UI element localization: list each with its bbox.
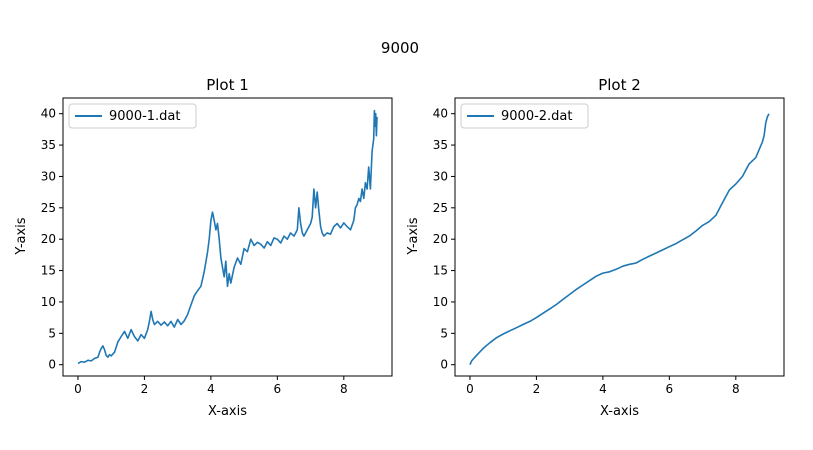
subplot-1-legend-label: 9000-1.dat bbox=[109, 109, 181, 124]
subplot-1-y-tick-label: 40 bbox=[41, 107, 56, 121]
subplot-1-x-tick-label: 2 bbox=[141, 382, 149, 396]
subplot-1-y-tick-label: 15 bbox=[41, 264, 56, 278]
subplot-2: Plot 2 X-axis Y-axis 0 2 4 6 8 0 5 10 15 20 25 30 35… bbox=[406, 76, 785, 419]
subplot-1-y-tick-label: 5 bbox=[48, 326, 56, 340]
subplot-2-y-tick-label: 15 bbox=[433, 264, 448, 278]
subplot-1-legend: 9000-1.dat bbox=[68, 103, 197, 129]
subplot-2-ylabel: Y-axis bbox=[406, 217, 421, 255]
subplot-2-y-tick-label: 0 bbox=[440, 358, 448, 372]
subplot-2-y-tick-label: 5 bbox=[440, 326, 448, 340]
subplot-1-x-tick-label: 0 bbox=[74, 382, 82, 396]
subplot-1-plot-frame bbox=[62, 97, 393, 377]
subplot-2-legend: 9000-2.dat bbox=[460, 103, 589, 129]
subplot-2-title: Plot 2 bbox=[598, 76, 641, 94]
figure-title: 9000 bbox=[381, 39, 419, 57]
subplot-2-y-tick-label: 10 bbox=[433, 295, 448, 309]
subplot-1: Plot 1 X-axis Y-axis 0 2 4 6 8 0 5 10 15 20 25 30 35… bbox=[14, 76, 393, 419]
subplot-1-y-tick-label: 30 bbox=[41, 169, 56, 183]
subplot-1-title: Plot 1 bbox=[206, 76, 249, 94]
subplot-2-y-tick-label: 25 bbox=[433, 201, 448, 215]
subplot-2-x-tick-label: 8 bbox=[732, 382, 740, 396]
subplot-1-x-tick-label: 4 bbox=[207, 382, 215, 396]
subplot-2-x-tick-label: 0 bbox=[466, 382, 474, 396]
subplot-1-legend-box bbox=[68, 103, 197, 129]
subplot-2-y-tick-label: 20 bbox=[433, 232, 448, 246]
subplot-1-y-tick-label: 10 bbox=[41, 295, 56, 309]
subplot-2-x-tick-label: 6 bbox=[666, 382, 674, 396]
subplot-2-x-tick-label: 2 bbox=[533, 382, 541, 396]
subplot-1-ylabel: Y-axis bbox=[14, 217, 29, 255]
subplot-2-y-tick-label: 40 bbox=[433, 107, 448, 121]
subplot-2-plot-frame bbox=[454, 97, 785, 377]
subplot-1-series-line bbox=[77, 109, 378, 365]
subplot-1-x-tick-label: 8 bbox=[340, 382, 348, 396]
subplot-2-y-tick-label: 35 bbox=[433, 138, 448, 152]
subplot-2-x-tick-label: 4 bbox=[599, 382, 607, 396]
subplot-1-y-tick-label: 20 bbox=[41, 232, 56, 246]
subplot-2-legend-label: 9000-2.dat bbox=[501, 109, 573, 124]
subplot-1-x-tick-label: 6 bbox=[274, 382, 282, 396]
subplot-2-legend-box bbox=[460, 103, 589, 129]
subplot-1-xlabel: X-axis bbox=[208, 404, 247, 419]
subplot-1-y-tick-label: 0 bbox=[48, 358, 56, 372]
subplot-1-y-tick-label: 25 bbox=[41, 201, 56, 215]
subplot-2-y-tick-label: 30 bbox=[433, 169, 448, 183]
subplot-2-xlabel: X-axis bbox=[600, 404, 639, 419]
subplot-2-series-line bbox=[469, 113, 770, 366]
subplot-1-y-tick-label: 35 bbox=[41, 138, 56, 152]
